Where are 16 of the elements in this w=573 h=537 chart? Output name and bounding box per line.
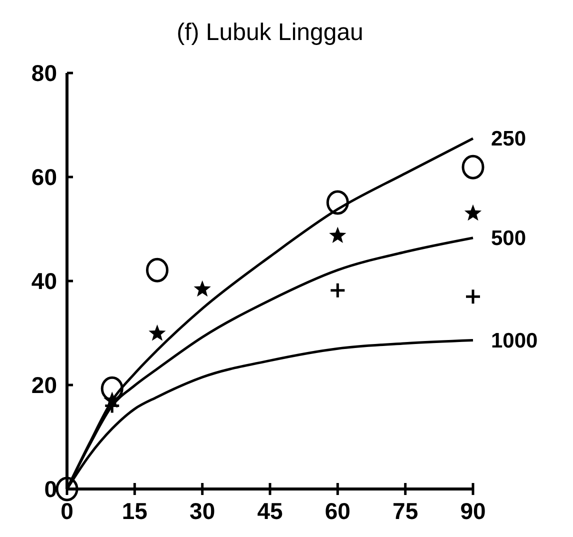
x-tick-label: 90 bbox=[460, 498, 486, 524]
y-tick-label: 0 bbox=[44, 476, 57, 502]
x-tick-label: 0 bbox=[60, 498, 74, 524]
series-label: 1000 bbox=[491, 329, 538, 352]
series-label: 500 bbox=[491, 226, 526, 250]
series-label: 250 bbox=[491, 128, 526, 151]
x-tick-label: 60 bbox=[324, 498, 350, 524]
x-tick-label: 30 bbox=[190, 498, 216, 524]
y-tick-label: 20 bbox=[31, 372, 57, 398]
x-tick-label: 45 bbox=[257, 498, 283, 524]
x-tick-label: 75 bbox=[392, 498, 418, 524]
y-tick-label: 80 bbox=[31, 60, 57, 86]
chart-title: (f) Lubuk Linggau bbox=[176, 19, 364, 46]
y-tick-label: 40 bbox=[31, 268, 57, 294]
x-tick-label: 15 bbox=[122, 498, 148, 524]
y-tick-label: 60 bbox=[31, 164, 57, 190]
